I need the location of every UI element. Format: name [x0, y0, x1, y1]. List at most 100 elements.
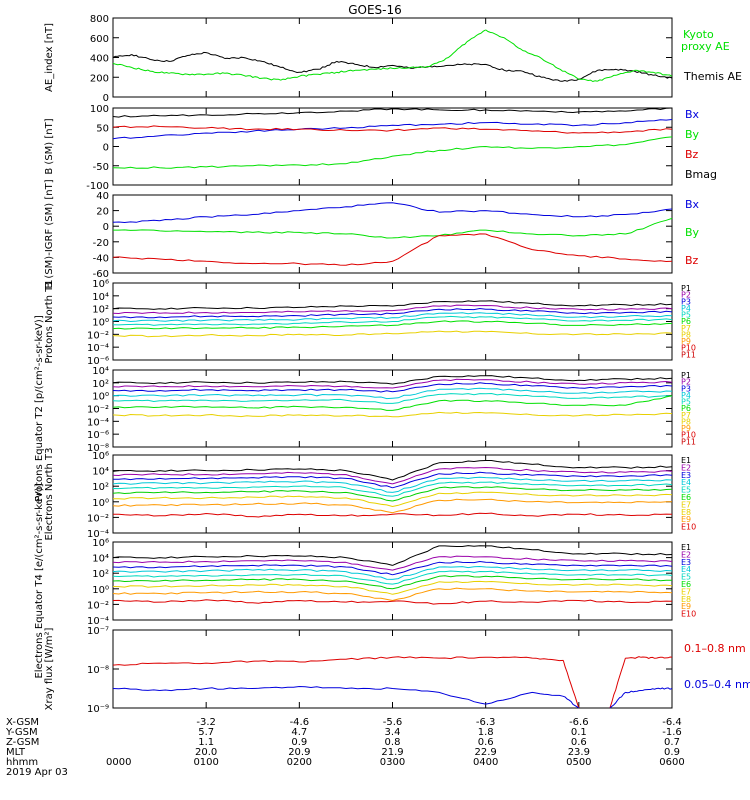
series-p1	[112, 375, 673, 385]
series-by	[112, 136, 673, 169]
y-tick-label: 10⁻⁸	[87, 665, 109, 676]
y-tick-label: 100	[90, 104, 109, 115]
legend-e7: E7	[681, 500, 691, 509]
table-value: 3.4	[385, 727, 401, 738]
y-tick-label: 10²	[92, 305, 109, 316]
legend-e8: E8	[681, 508, 691, 517]
table-value: -4.6	[290, 717, 310, 728]
legend-by: By	[685, 226, 700, 239]
legend-e9: E9	[681, 515, 691, 524]
series-e3	[112, 471, 673, 489]
series-e5	[112, 570, 673, 585]
y-axis-label: Protons Equator T2 [p/(cm²-s-sr-keV)]	[34, 315, 45, 502]
legend-p9: P9	[681, 424, 691, 433]
y-tick-label: 10⁻⁴	[87, 616, 109, 627]
legend-p3: P3	[681, 297, 691, 306]
panel-frame	[112, 629, 673, 709]
legend-p8: P8	[681, 417, 691, 426]
y-axis-label: Electrons North T3	[44, 447, 55, 540]
table-value: -1.6	[662, 727, 682, 738]
row-label-z-gsm: Z-GSM	[6, 737, 39, 748]
y-axis-label: AE_index [nT]	[44, 23, 55, 92]
table-value: -6.6	[569, 717, 589, 728]
table-value: 0.9	[664, 747, 680, 758]
legend-e2: E2	[681, 550, 691, 559]
y-tick-label: 50	[96, 123, 109, 134]
y-tick-label: 10⁻⁹	[87, 704, 109, 715]
legend-p2: P2	[681, 378, 691, 387]
y-tick-label: 10²	[92, 569, 109, 580]
y-tick-label: 10⁴	[92, 554, 109, 565]
y-tick-label: 40	[96, 191, 109, 202]
series-e7	[112, 491, 673, 507]
y-tick-label: 10²	[92, 379, 109, 390]
y-tick-label: 10⁻⁴	[87, 417, 109, 428]
table-value: 0.6	[571, 737, 587, 748]
series-p1	[112, 300, 673, 310]
row-label-mlt: MLT	[6, 747, 26, 758]
y-tick-label: 10⁻²	[87, 513, 109, 524]
y-tick-label: 10⁻⁷	[87, 626, 109, 637]
series-p6	[112, 320, 673, 330]
table-value: 21.9	[381, 747, 403, 758]
y-tick-label: 800	[90, 14, 109, 25]
table-value: 1.8	[478, 727, 494, 738]
series-bx	[112, 119, 673, 140]
legend-proxy-ae: proxy AE	[681, 40, 730, 53]
legend-p8: P8	[681, 330, 691, 339]
table-value: 0400	[473, 757, 498, 768]
series-e1	[112, 545, 673, 566]
y-tick-label: 10⁴	[92, 292, 109, 303]
series-p2	[112, 304, 673, 315]
legend-by: By	[685, 128, 700, 141]
legend-p6: P6	[681, 404, 691, 413]
panel-xray	[112, 629, 673, 709]
legend-p11: P11	[681, 437, 696, 446]
legend-p2: P2	[681, 291, 691, 300]
legend-bz: Bz	[685, 254, 699, 267]
legend-e3: E3	[681, 471, 691, 480]
series-by	[113, 217, 673, 239]
table-value: 0200	[287, 757, 312, 768]
series-e6	[112, 575, 672, 590]
table-value: 20.0	[195, 747, 217, 758]
series-p4	[112, 387, 673, 400]
table-value: -6.3	[476, 717, 496, 728]
table-value: 5.7	[198, 727, 214, 738]
series-e9	[112, 512, 673, 518]
legend-e8: E8	[681, 595, 691, 604]
legend-p9: P9	[681, 337, 691, 346]
table-value: 1.1	[198, 737, 214, 748]
y-tick-label: -60	[93, 269, 109, 280]
legend-p11: P11	[681, 350, 696, 359]
legend-p1: P1	[681, 371, 691, 380]
series-e6	[112, 486, 673, 502]
y-axis-label: Protons North T1	[44, 279, 55, 363]
date-label: 2019 Apr 03	[6, 767, 68, 778]
table-value: 0.6	[478, 737, 494, 748]
legend-e7: E7	[681, 587, 691, 596]
y-tick-label: 10⁻²	[87, 600, 109, 611]
table-value: 4.7	[291, 727, 307, 738]
table-value: 0600	[659, 757, 684, 768]
series-bmag	[112, 107, 673, 118]
series-p3	[112, 307, 673, 319]
panel-ae	[112, 17, 673, 98]
y-axis-label: Xray flux [W/m²]	[44, 628, 55, 711]
y-tick-label: 10⁰	[92, 392, 109, 403]
legend-bx: Bx	[685, 108, 700, 121]
series-e8	[112, 587, 673, 601]
table-value: -5.6	[383, 717, 403, 728]
panel-en	[112, 454, 673, 534]
series-p6	[112, 395, 673, 411]
table-value: 20.9	[288, 747, 310, 758]
y-tick-label: 400	[90, 54, 109, 65]
panel-bsm	[112, 107, 673, 186]
legend-e6: E6	[681, 580, 691, 589]
series-p3	[112, 382, 673, 393]
legend-e10: E10	[681, 523, 696, 532]
series-e4	[112, 476, 673, 493]
y-tick-label: 200	[90, 73, 109, 84]
series-p7	[112, 411, 673, 418]
